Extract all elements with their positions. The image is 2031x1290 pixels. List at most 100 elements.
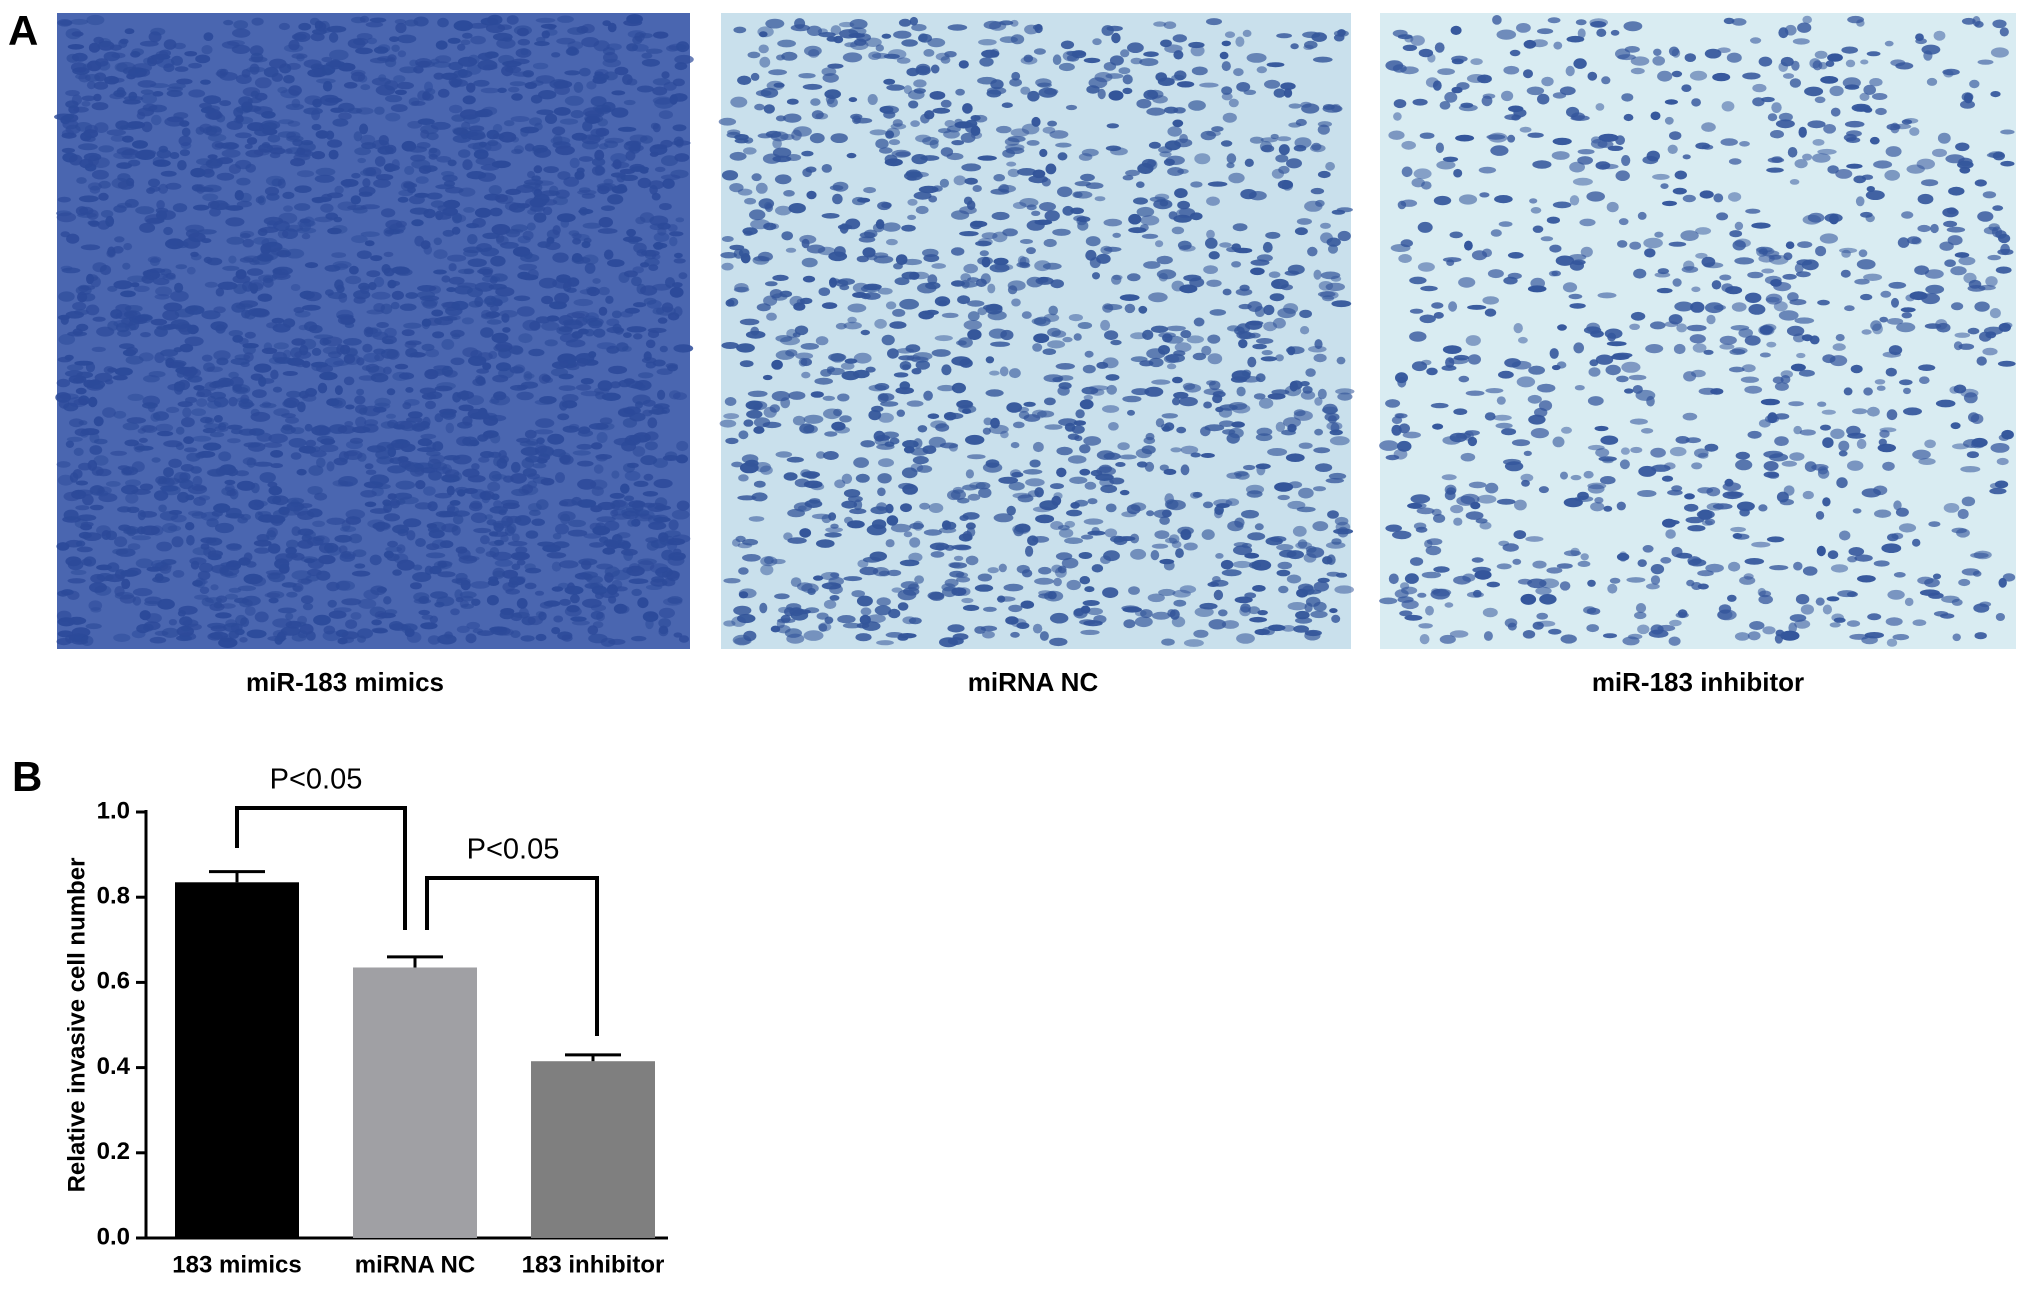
cell [198, 495, 211, 501]
cell [1872, 323, 1883, 335]
cell [561, 400, 578, 409]
cell [234, 190, 244, 201]
cell [534, 183, 543, 192]
cell [1236, 386, 1246, 397]
cell [865, 366, 876, 373]
cell [435, 40, 448, 50]
cell [380, 303, 393, 315]
cell [1553, 41, 1563, 50]
cell [1729, 230, 1743, 238]
cell [1538, 486, 1549, 494]
cell [399, 66, 418, 74]
cell [852, 369, 870, 379]
cell [1992, 19, 2007, 29]
cell [970, 115, 981, 121]
cell [662, 578, 676, 587]
cell [331, 225, 348, 234]
cell [1379, 440, 1399, 451]
cell [953, 555, 964, 562]
cell [993, 174, 1005, 182]
cell [1797, 22, 1812, 33]
cell [343, 354, 361, 365]
cell [271, 272, 291, 280]
cell [112, 375, 128, 381]
cell [567, 529, 588, 537]
cell [516, 184, 535, 193]
cell [983, 606, 997, 612]
cell [1250, 259, 1270, 266]
cell [362, 423, 379, 433]
cell [228, 255, 237, 264]
cell [288, 39, 300, 51]
cell [956, 576, 971, 583]
cell [393, 420, 413, 430]
cell [671, 509, 690, 520]
cell [1228, 402, 1248, 410]
cell [349, 437, 364, 444]
cell [386, 553, 400, 562]
cell [1069, 476, 1088, 484]
cell [69, 418, 84, 428]
cell [391, 290, 404, 300]
cell [354, 395, 366, 405]
cell [849, 508, 867, 515]
cell [647, 514, 664, 525]
cell [457, 549, 471, 560]
cell [979, 57, 994, 67]
cell [175, 264, 188, 270]
cell [965, 119, 978, 128]
cell [522, 319, 540, 331]
cell [806, 244, 826, 254]
cell [873, 255, 894, 264]
cell [384, 327, 397, 338]
cell [590, 505, 603, 513]
cell [1165, 537, 1177, 544]
cell [369, 554, 382, 566]
cell [1852, 408, 1868, 415]
cell [786, 154, 802, 161]
cell [832, 181, 849, 192]
cell [244, 331, 256, 339]
cell [1143, 89, 1159, 100]
cell [235, 132, 252, 139]
cell [1219, 51, 1229, 60]
cell [673, 632, 683, 638]
cell [520, 128, 529, 137]
cell [1577, 491, 1589, 501]
cell [1630, 56, 1650, 66]
cell [533, 212, 547, 223]
cell [669, 236, 678, 247]
cell [1540, 236, 1554, 242]
cell [220, 562, 239, 568]
cell [1787, 292, 1799, 302]
cell [1745, 208, 1761, 214]
cell [1128, 227, 1147, 234]
cell [122, 422, 140, 431]
cell [204, 381, 218, 391]
cell [578, 156, 594, 162]
cell [559, 118, 579, 125]
cell [1122, 395, 1142, 403]
cell [908, 552, 923, 562]
cell [651, 576, 665, 583]
cell [428, 529, 445, 539]
cell [1270, 133, 1279, 140]
cell [661, 71, 670, 79]
cell [334, 534, 353, 543]
cell [90, 607, 102, 613]
cell [1150, 550, 1160, 561]
cell [210, 200, 229, 211]
cell [65, 539, 83, 548]
cell [962, 530, 972, 541]
cell [642, 491, 659, 497]
cell [1029, 459, 1041, 468]
cell [974, 626, 986, 634]
cell [1236, 633, 1255, 644]
cell [1277, 179, 1293, 190]
cell [114, 536, 128, 547]
cell [1669, 619, 1682, 627]
cell [1745, 292, 1762, 303]
cell [1077, 322, 1093, 329]
cell [647, 327, 667, 334]
cell [1084, 350, 1094, 358]
